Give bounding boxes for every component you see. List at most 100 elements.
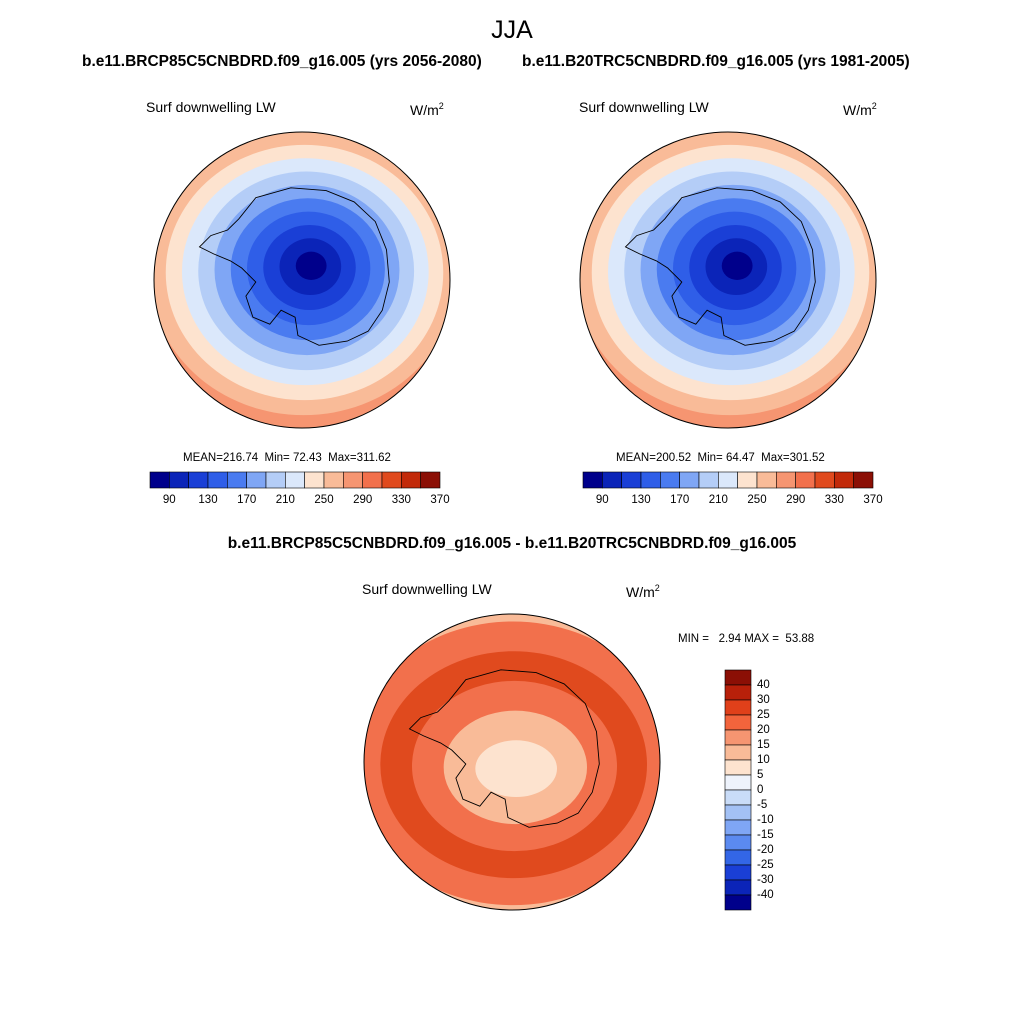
- colorbar-swatch: [724, 759, 752, 776]
- colorbar-tick-label: 130: [198, 494, 218, 506]
- colorbar-swatch: [776, 471, 796, 489]
- difference-panel-variable-label: Surf downwelling LW: [362, 581, 492, 597]
- colorbar-tick-label: -20: [757, 844, 774, 856]
- colorbar-tick-label: 0: [757, 784, 764, 796]
- colorbar-swatch: [698, 471, 719, 489]
- colorbar-swatch: [582, 471, 603, 489]
- colorbar-tick-label: 30: [757, 694, 770, 706]
- colorbar-tick-label: 40: [757, 679, 770, 691]
- colorbar-tick-label: -15: [757, 829, 774, 841]
- right-panel-stats: MEAN=200.52 Min= 64.47 Max=301.52: [616, 452, 825, 464]
- difference-panel-colorbar: [724, 669, 752, 911]
- colorbar-tick-label: -30: [757, 874, 774, 886]
- colorbar-tick-label: 90: [162, 494, 176, 506]
- difference-panel-stats: MIN = 2.94 MAX = 53.88: [678, 633, 815, 645]
- right-panel-colorbar: [582, 471, 874, 489]
- left-panel-variable-label: Surf downwelling LW: [146, 99, 276, 115]
- colorbar-swatch: [401, 471, 421, 489]
- difference-panel-title: b.e11.BRCP85C5CNBDRD.f09_g16.005 - b.e11…: [227, 535, 797, 552]
- map-border: [153, 131, 451, 429]
- colorbar-swatch: [724, 849, 752, 866]
- colorbar-tick-label: 370: [430, 494, 450, 506]
- colorbar-swatch: [246, 471, 267, 489]
- map-border: [579, 131, 877, 429]
- colorbar-tick-label: 210: [708, 494, 728, 506]
- colorbar-tick-label: -25: [757, 859, 774, 871]
- figure-title: JJA: [491, 16, 533, 44]
- antarctica-coastline: [408, 669, 600, 828]
- right-panel-case-title: b.e11.B20TRC5CNBDRD.f09_g16.005 (yrs 198…: [522, 53, 910, 70]
- colorbar-swatch: [724, 834, 752, 851]
- contour-band-68: [721, 251, 753, 281]
- colorbar-swatch: [724, 699, 752, 716]
- colorbar-swatch: [724, 744, 752, 761]
- left-panel-stats: MEAN=216.74 Min= 72.43 Max=311.62: [183, 452, 391, 464]
- colorbar-swatch: [853, 471, 874, 489]
- colorbar-swatch: [621, 471, 642, 489]
- difference-panel-polar-map: [363, 613, 661, 911]
- colorbar-swatch: [304, 471, 325, 489]
- left-panel-polar-map: [153, 131, 451, 429]
- colorbar-tick-label: 330: [391, 494, 411, 506]
- colorbar-tick-label: 250: [747, 494, 767, 506]
- right-panel-polar-map: [579, 131, 877, 429]
- colorbar-swatch: [724, 894, 752, 911]
- colorbar-tick-label: 250: [314, 494, 334, 506]
- colorbar-swatch: [724, 684, 752, 701]
- colorbar-tick-label: 330: [824, 494, 844, 506]
- colorbar-tick-label: 10: [757, 754, 770, 766]
- left-panel-units: W/m2: [410, 101, 444, 118]
- map-border: [363, 613, 661, 911]
- colorbar-swatch: [169, 471, 189, 489]
- colorbar-swatch: [724, 774, 752, 791]
- colorbar-swatch: [381, 471, 402, 489]
- colorbar-swatch: [323, 471, 344, 489]
- colorbar-swatch: [343, 471, 363, 489]
- colorbar-tick-label: -10: [757, 814, 774, 826]
- colorbar-swatch: [285, 471, 305, 489]
- colorbar-swatch: [188, 471, 209, 489]
- colorbar-swatch: [420, 471, 441, 489]
- colorbar-swatch: [737, 471, 758, 489]
- colorbar-swatch: [724, 789, 752, 806]
- colorbar-swatch: [834, 471, 854, 489]
- colorbar-tick-label: 170: [237, 494, 257, 506]
- colorbar-swatch: [814, 471, 835, 489]
- contour-band-7: [475, 740, 557, 798]
- colorbar-swatch: [756, 471, 777, 489]
- colorbar-tick-label: 25: [757, 709, 770, 721]
- colorbar-swatch: [724, 819, 752, 836]
- colorbar-tick-label: 210: [275, 494, 295, 506]
- colorbar-swatch: [724, 729, 752, 746]
- left-panel-colorbar-tick-labels: 90 130 170 210 250 290 330 370: [150, 494, 450, 508]
- colorbar-swatch: [602, 471, 622, 489]
- colorbar-swatch: [227, 471, 247, 489]
- difference-panel-units: W/m2: [626, 583, 660, 600]
- colorbar-tick-label: 5: [757, 769, 764, 781]
- colorbar-swatch: [207, 471, 228, 489]
- colorbar-swatch: [660, 471, 680, 489]
- colorbar-tick-label: 90: [595, 494, 609, 506]
- left-panel-colorbar: [149, 471, 441, 489]
- colorbar-tick-label: 15: [757, 739, 770, 751]
- antarctica-coastline: [624, 187, 816, 346]
- right-panel-variable-label: Surf downwelling LW: [579, 99, 709, 115]
- difference-panel-colorbar-tick-labels: 40 30 25 20 15 10 5 0 -5 -10 -15 -20 -25 -30 -40: [757, 670, 797, 910]
- colorbar-swatch: [640, 471, 661, 489]
- colorbar-tick-label: 20: [757, 724, 770, 736]
- colorbar-swatch: [724, 714, 752, 731]
- colorbar-swatch: [362, 471, 383, 489]
- colorbar-swatch: [724, 879, 752, 896]
- colorbar-tick-label: -40: [757, 889, 774, 901]
- colorbar-swatch: [795, 471, 816, 489]
- colorbar-swatch: [724, 864, 752, 881]
- colorbar-tick-label: 290: [353, 494, 373, 506]
- right-panel-colorbar-tick-labels: 90 130 170 210 250 290 330 370: [583, 494, 883, 508]
- colorbar-swatch: [265, 471, 286, 489]
- colorbar-tick-label: -5: [757, 799, 768, 811]
- colorbar-swatch: [724, 669, 752, 686]
- colorbar-swatch: [679, 471, 700, 489]
- contour-band-75: [295, 251, 327, 281]
- colorbar-tick-label: 290: [786, 494, 806, 506]
- colorbar-tick-label: 130: [631, 494, 651, 506]
